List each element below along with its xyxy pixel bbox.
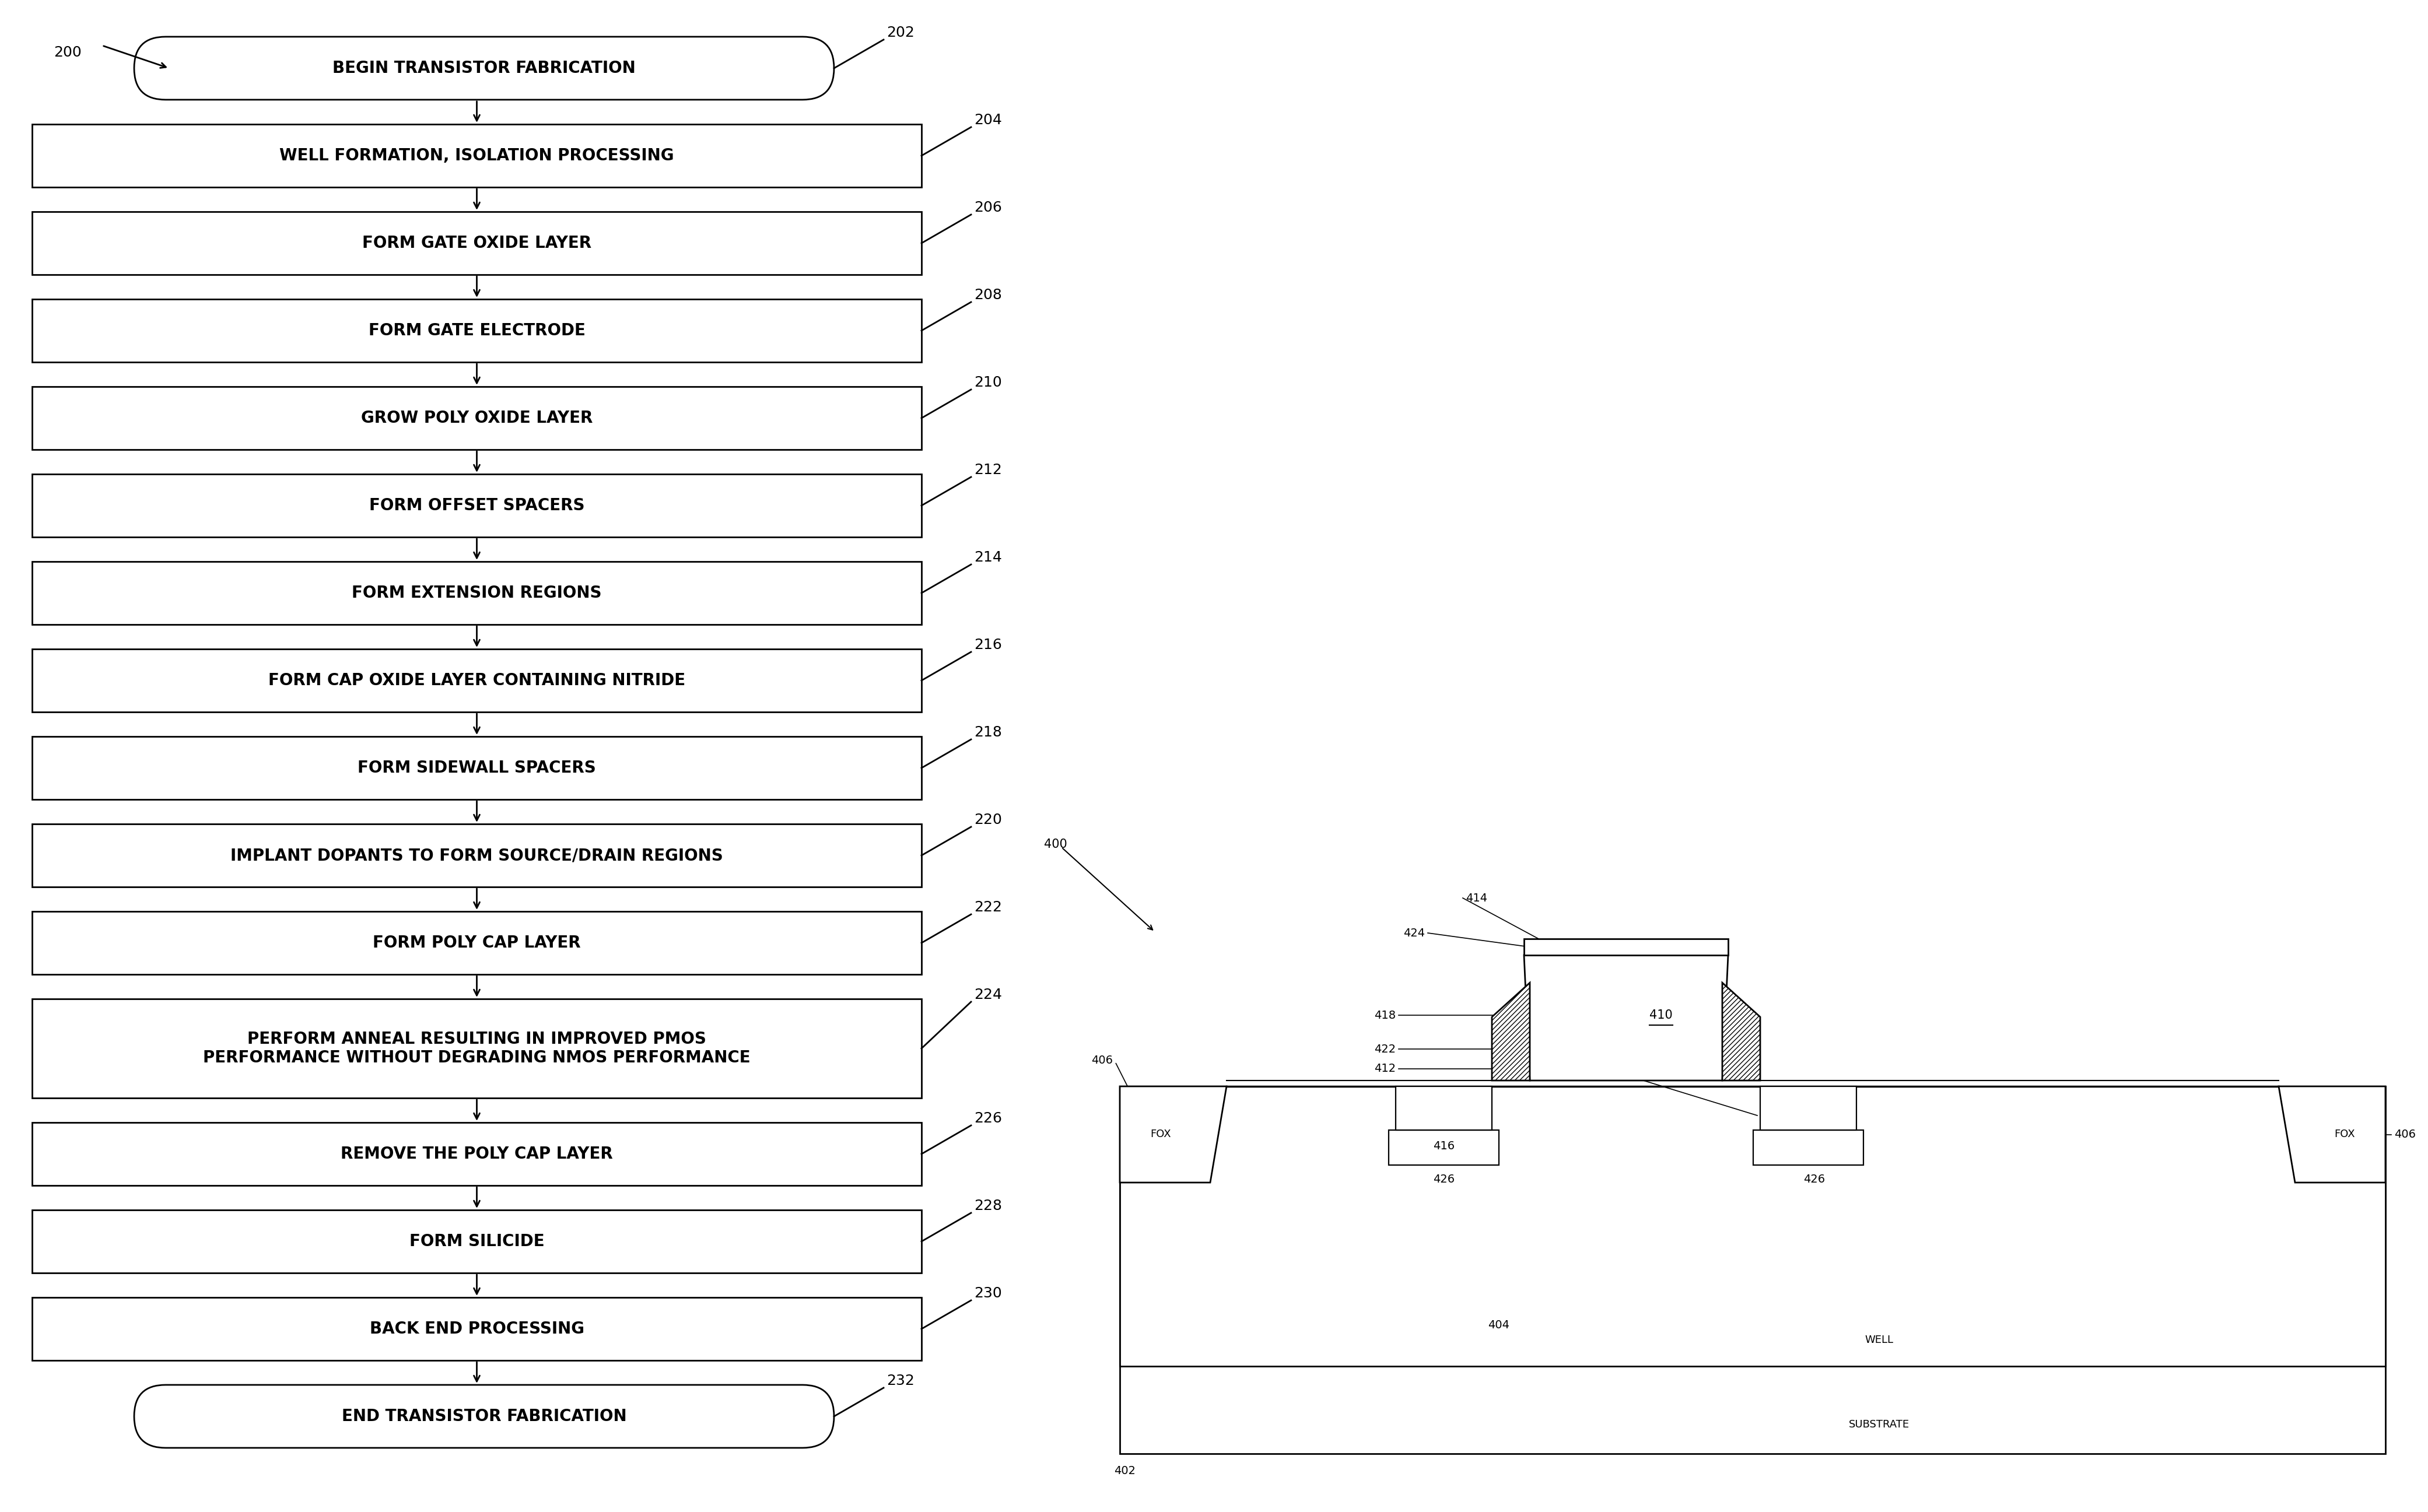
Text: BEGIN TRANSISTOR FABRICATION: BEGIN TRANSISTOR FABRICATION xyxy=(333,60,636,77)
Bar xyxy=(32,124,923,187)
Text: 232: 232 xyxy=(886,1374,915,1388)
Bar xyxy=(32,299,923,361)
Polygon shape xyxy=(1721,983,1760,1081)
Text: 228: 228 xyxy=(974,1199,1003,1213)
Bar xyxy=(1753,1129,1862,1166)
Text: FORM SIDEWALL SPACERS: FORM SIDEWALL SPACERS xyxy=(357,761,595,776)
Text: WELL: WELL xyxy=(1865,1335,1894,1346)
FancyBboxPatch shape xyxy=(134,36,835,100)
Bar xyxy=(1119,1086,2384,1453)
Bar xyxy=(32,736,923,800)
Text: PERFORM ANNEAL RESULTING IN IMPROVED PMOS
PERFORMANCE WITHOUT DEGRADING NMOS PER: PERFORM ANNEAL RESULTING IN IMPROVED PMO… xyxy=(204,1031,750,1066)
Bar xyxy=(1525,939,1729,956)
Text: FORM POLY CAP LAYER: FORM POLY CAP LAYER xyxy=(374,934,580,951)
Text: 202: 202 xyxy=(886,26,915,39)
Bar xyxy=(1760,1086,1857,1129)
Text: FOX: FOX xyxy=(1151,1129,1170,1140)
Text: 406: 406 xyxy=(2394,1129,2416,1140)
Text: FORM GATE ELECTRODE: FORM GATE ELECTRODE xyxy=(369,322,585,339)
Text: FOX: FOX xyxy=(2333,1129,2355,1140)
Text: BACK END PROCESSING: BACK END PROCESSING xyxy=(369,1321,585,1337)
Text: SUBSTRATE: SUBSTRATE xyxy=(1848,1420,1908,1430)
Text: WELL FORMATION, ISOLATION PROCESSING: WELL FORMATION, ISOLATION PROCESSING xyxy=(279,148,675,163)
Text: 212: 212 xyxy=(974,463,1003,476)
Text: 230: 230 xyxy=(974,1287,1003,1300)
Text: 208: 208 xyxy=(974,289,1003,302)
Polygon shape xyxy=(1525,956,1729,1081)
Text: 206: 206 xyxy=(974,201,1003,215)
Text: 404: 404 xyxy=(1488,1320,1510,1331)
Bar xyxy=(32,212,923,275)
Text: 418: 418 xyxy=(1374,1010,1396,1021)
Text: 414: 414 xyxy=(1467,892,1488,904)
Bar xyxy=(32,912,923,974)
Text: 214: 214 xyxy=(974,550,1003,564)
Bar xyxy=(1119,1086,2384,1367)
Text: 226: 226 xyxy=(974,1111,1003,1125)
Text: 222: 222 xyxy=(974,900,1003,915)
Text: 426: 426 xyxy=(1804,1173,1826,1185)
Text: 220: 220 xyxy=(974,813,1003,827)
Text: 406: 406 xyxy=(1090,1054,1112,1066)
Polygon shape xyxy=(2280,1086,2384,1182)
Bar xyxy=(32,824,923,888)
Text: 416: 416 xyxy=(1809,1093,1831,1105)
Text: 400: 400 xyxy=(1044,839,1068,850)
Bar xyxy=(32,1297,923,1361)
Bar xyxy=(32,475,923,537)
Text: 200: 200 xyxy=(53,45,83,59)
Bar xyxy=(32,387,923,449)
Text: 408: 408 xyxy=(1760,1110,1782,1120)
Bar xyxy=(32,999,923,1098)
Text: 218: 218 xyxy=(974,726,1003,739)
Text: 412: 412 xyxy=(1374,1063,1396,1075)
Text: 224: 224 xyxy=(974,987,1003,1002)
Text: 424: 424 xyxy=(1403,927,1425,939)
Bar xyxy=(32,561,923,624)
Text: 422: 422 xyxy=(1374,1043,1396,1055)
Text: 204: 204 xyxy=(974,113,1003,127)
Text: 216: 216 xyxy=(974,638,1003,652)
Text: GROW POLY OXIDE LAYER: GROW POLY OXIDE LAYER xyxy=(362,410,592,426)
Bar xyxy=(32,1210,923,1273)
Text: FORM OFFSET SPACERS: FORM OFFSET SPACERS xyxy=(369,497,585,514)
Text: END TRANSISTOR FABRICATION: END TRANSISTOR FABRICATION xyxy=(342,1408,626,1424)
Text: 210: 210 xyxy=(974,375,1003,390)
Text: 402: 402 xyxy=(1114,1465,1136,1476)
Text: FORM CAP OXIDE LAYER CONTAINING NITRIDE: FORM CAP OXIDE LAYER CONTAINING NITRIDE xyxy=(267,673,685,688)
Bar xyxy=(1396,1086,1491,1129)
Bar xyxy=(1389,1129,1498,1166)
FancyBboxPatch shape xyxy=(134,1385,835,1448)
Text: 410: 410 xyxy=(1649,1010,1673,1021)
Text: FORM EXTENSION REGIONS: FORM EXTENSION REGIONS xyxy=(352,585,602,602)
Text: REMOVE THE POLY CAP LAYER: REMOVE THE POLY CAP LAYER xyxy=(340,1146,612,1163)
Bar xyxy=(32,649,923,712)
Bar xyxy=(32,1122,923,1185)
Text: IMPLANT DOPANTS TO FORM SOURCE/DRAIN REGIONS: IMPLANT DOPANTS TO FORM SOURCE/DRAIN REG… xyxy=(231,847,724,863)
Text: 426: 426 xyxy=(1433,1173,1454,1185)
Text: FORM SILICIDE: FORM SILICIDE xyxy=(410,1234,544,1249)
Polygon shape xyxy=(1119,1086,1226,1182)
Polygon shape xyxy=(1491,983,1530,1081)
Text: 416: 416 xyxy=(1433,1140,1454,1152)
Text: FORM GATE OXIDE LAYER: FORM GATE OXIDE LAYER xyxy=(362,234,592,251)
